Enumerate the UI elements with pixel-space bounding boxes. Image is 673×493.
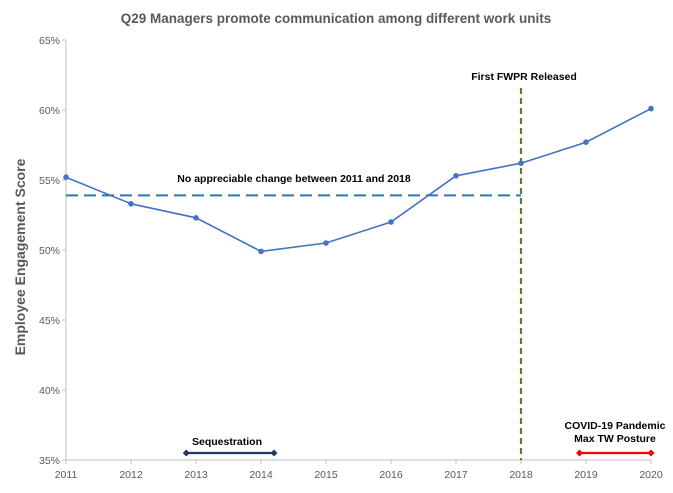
period-endpoint — [647, 449, 655, 457]
chart-title: Q29 Managers promote communication among… — [121, 11, 552, 26]
period-endpoint — [576, 449, 583, 457]
data-point — [518, 160, 524, 166]
y-tick-label: 40% — [39, 385, 60, 397]
period-label: Sequestration — [192, 436, 262, 448]
x-tick-label: 2013 — [184, 469, 208, 481]
data-point — [453, 173, 459, 179]
x-tick-label: 2016 — [379, 469, 403, 481]
y-tick-label: 60% — [39, 105, 60, 117]
data-point — [128, 201, 134, 207]
x-tick-label: 2019 — [574, 469, 598, 481]
x-tick-label: 2020 — [639, 469, 663, 481]
x-tick-label: 2017 — [444, 469, 468, 481]
y-tick-label: 35% — [39, 455, 60, 467]
period-label-line: Max TW Posture — [574, 433, 656, 445]
annotation-labels: No appreciable change between 2011 and 2… — [177, 71, 665, 448]
x-tick-label: 2012 — [119, 469, 143, 481]
series-line — [65, 107, 652, 253]
period-label-line: COVID-19 Pandemic — [565, 420, 666, 432]
x-tick-label: 2018 — [509, 469, 533, 481]
data-point — [63, 174, 69, 180]
x-tick-label: 2015 — [314, 469, 338, 481]
data-point — [323, 240, 329, 246]
period-markers — [182, 449, 655, 457]
y-tick-label: 65% — [39, 35, 60, 47]
series-group — [63, 105, 654, 255]
x-tick-label: 2014 — [249, 469, 273, 481]
x-tick-label: 2011 — [55, 469, 78, 481]
reference-line-label: No appreciable change between 2011 and 2… — [177, 173, 411, 185]
vertical-marker-label: First FWPR Released — [471, 71, 577, 83]
y-tick-label: 55% — [39, 175, 60, 187]
period-endpoint — [182, 449, 190, 457]
period-endpoint — [270, 449, 278, 457]
data-point — [193, 215, 199, 221]
axes: 35% 40% 45% 50% 55% 60% 65% 2011 2012 2013 2014 201… — [39, 35, 663, 481]
data-point — [583, 139, 589, 145]
y-axis-label: Employee Engagement Score — [12, 158, 28, 355]
data-point — [388, 219, 394, 225]
data-point — [258, 248, 264, 255]
data-point — [648, 105, 654, 112]
y-tick-label: 50% — [39, 245, 60, 257]
y-tick-label: 45% — [39, 315, 60, 327]
